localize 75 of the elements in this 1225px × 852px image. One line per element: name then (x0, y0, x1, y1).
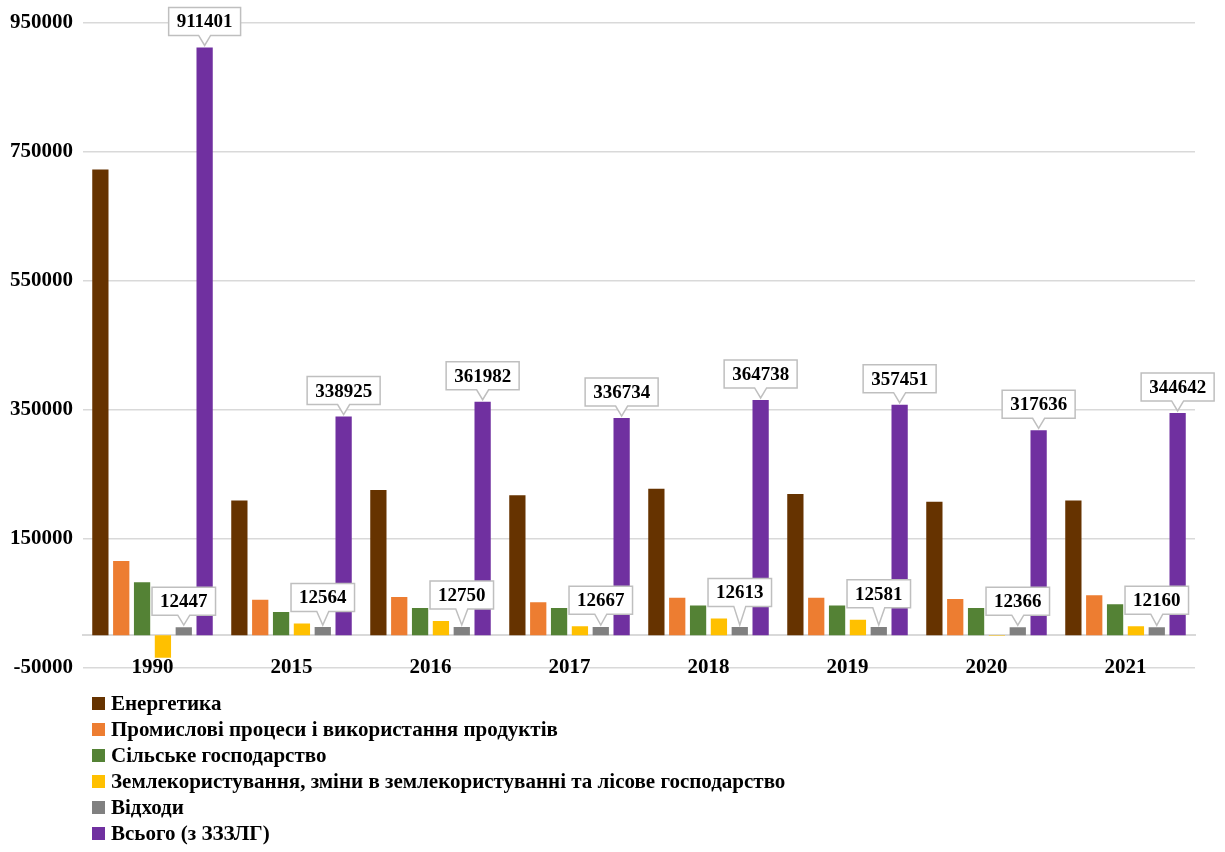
bar (1009, 627, 1026, 636)
data-label: 338925 (315, 379, 373, 401)
bar (154, 635, 172, 658)
data-label: 12750 (438, 583, 486, 605)
x-tick-label: 2017 (548, 654, 591, 679)
bar (391, 597, 408, 636)
y-tick-label: 150000 (10, 524, 73, 549)
bar (787, 493, 804, 636)
bar (231, 500, 248, 636)
bar (669, 597, 686, 636)
data-label: 317636 (1010, 393, 1068, 415)
bar (293, 623, 311, 636)
bar (92, 169, 109, 636)
data-label: 364738 (732, 362, 790, 384)
bar (731, 627, 748, 636)
bar (113, 561, 130, 636)
x-tick-label: 2016 (409, 654, 452, 679)
bar (252, 599, 269, 636)
x-tick-label: 2015 (270, 654, 313, 679)
x-tick-label: 2021 (1104, 654, 1147, 679)
data-label: 12667 (577, 589, 626, 611)
data-label: 361982 (454, 364, 512, 386)
bar (1106, 604, 1124, 636)
bar (648, 488, 665, 636)
legend-label: Промислові процеси і використання продуктів (111, 716, 558, 742)
bar (370, 490, 387, 636)
bar (432, 620, 450, 636)
bar (1086, 595, 1103, 636)
legend-label: Відходи (111, 794, 184, 820)
bar (592, 626, 609, 636)
data-label: 336734 (593, 380, 651, 402)
x-tick-label: 1990 (131, 654, 174, 679)
x-tick-label: 2019 (826, 654, 869, 679)
data-label: 12581 (855, 582, 903, 604)
bar (550, 608, 568, 636)
bar (133, 582, 151, 636)
bar (411, 608, 429, 636)
data-label: 12366 (994, 590, 1042, 612)
bar (1148, 627, 1165, 636)
y-tick-label: 350000 (10, 395, 73, 420)
bar (175, 627, 192, 636)
x-tick-label: 2020 (965, 654, 1008, 679)
data-label: 12447 (160, 590, 209, 612)
x-tick-label: 2018 (687, 654, 730, 679)
data-label: 911401 (176, 10, 233, 32)
bar (272, 611, 290, 636)
y-tick-label: 750000 (10, 137, 73, 162)
bar (926, 501, 943, 636)
bar (530, 602, 547, 636)
bar (870, 627, 887, 636)
legend-label: Всього (з ЗЗЗЛГ) (111, 820, 270, 846)
bar (571, 626, 589, 636)
bar (509, 495, 526, 636)
y-tick-label: 950000 (10, 9, 73, 34)
bar (710, 618, 728, 636)
legend-label: Землекористування, зміни в землекористуванні та лісове господарство (111, 768, 786, 794)
bar (1127, 626, 1145, 636)
data-label: 357451 (871, 367, 929, 389)
data-label: 12564 (299, 586, 348, 608)
data-label: 12160 (1133, 589, 1181, 611)
legend-label: Сільське господарство (111, 742, 327, 768)
bar (828, 605, 846, 636)
data-label: 344642 (1149, 375, 1207, 397)
bar (967, 608, 985, 636)
bar (314, 627, 331, 636)
data-label: 12613 (716, 581, 764, 603)
bar (947, 599, 964, 636)
bar (849, 619, 867, 636)
bar (689, 605, 707, 636)
y-tick-label: -50000 (13, 653, 73, 678)
y-tick-label: 550000 (10, 266, 73, 291)
bar (1065, 500, 1082, 636)
bar (453, 626, 470, 636)
bar (808, 597, 825, 636)
legend-label: Енергетика (111, 690, 222, 716)
